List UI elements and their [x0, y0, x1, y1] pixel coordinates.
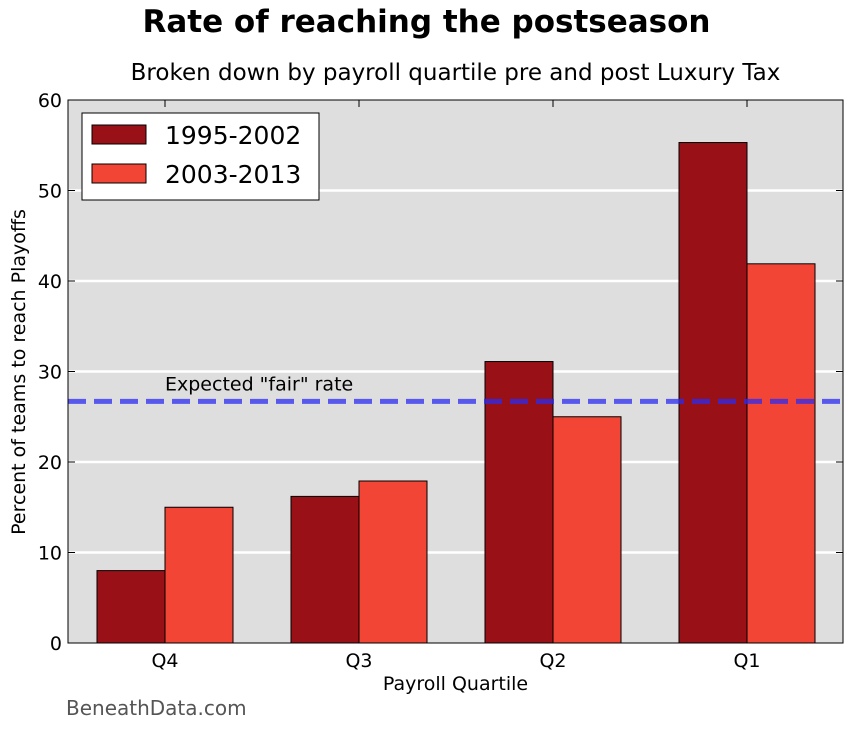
- y-tick-label-20: 20: [38, 452, 62, 474]
- x-tick-label-Q3: Q3: [345, 650, 372, 672]
- bar-q4-2003-2013: [164, 506, 234, 644]
- axis-ticks: 0 10 20 30 40 50 60 Q4 Q3 Q2 Q1: [38, 90, 843, 672]
- x-tick-label-Q4: Q4: [151, 650, 178, 672]
- x-tick-label-Q2: Q2: [539, 650, 566, 672]
- legend-swatch-2003-2013: [91, 163, 147, 184]
- x-axis-label: Payroll Quartile: [382, 673, 529, 695]
- y-tick-label-60: 60: [38, 90, 62, 112]
- reference-line-group: Expected "fair" rate: [68, 373, 843, 404]
- y-tick-label-10: 10: [38, 543, 62, 565]
- bar-q4-1995-2002: [96, 570, 166, 644]
- legend: 1995-2002 2003-2013: [81, 112, 320, 201]
- y-tick-label-40: 40: [38, 271, 62, 293]
- chart-subtitle: Broken down by payroll quartile pre and …: [130, 60, 781, 86]
- bar-group: [96, 142, 816, 644]
- y-tick-label-50: 50: [38, 181, 62, 203]
- bar-q1-1995-2002: [678, 142, 748, 644]
- source-credit: BeneathData.com: [66, 696, 247, 720]
- legend-label-1995-2002: 1995-2002: [165, 121, 301, 150]
- bar-q3-1995-2002: [290, 495, 360, 644]
- y-axis-label: Percent of teams to reach Playoffs: [8, 209, 30, 535]
- chart-title: Rate of reaching the postseason: [142, 4, 711, 40]
- bar-q2-2003-2013: [552, 416, 622, 644]
- y-tick-label-0: 0: [50, 633, 62, 655]
- bar-q3-2003-2013: [358, 480, 428, 644]
- bar-q1-2003-2013: [746, 263, 816, 644]
- y-tick-label-30: 30: [38, 362, 62, 384]
- x-tick-label-Q1: Q1: [733, 650, 760, 672]
- legend-swatch-1995-2002: [91, 124, 147, 145]
- reference-line-label: Expected "fair" rate: [165, 373, 353, 395]
- legend-label-2003-2013: 2003-2013: [165, 160, 301, 189]
